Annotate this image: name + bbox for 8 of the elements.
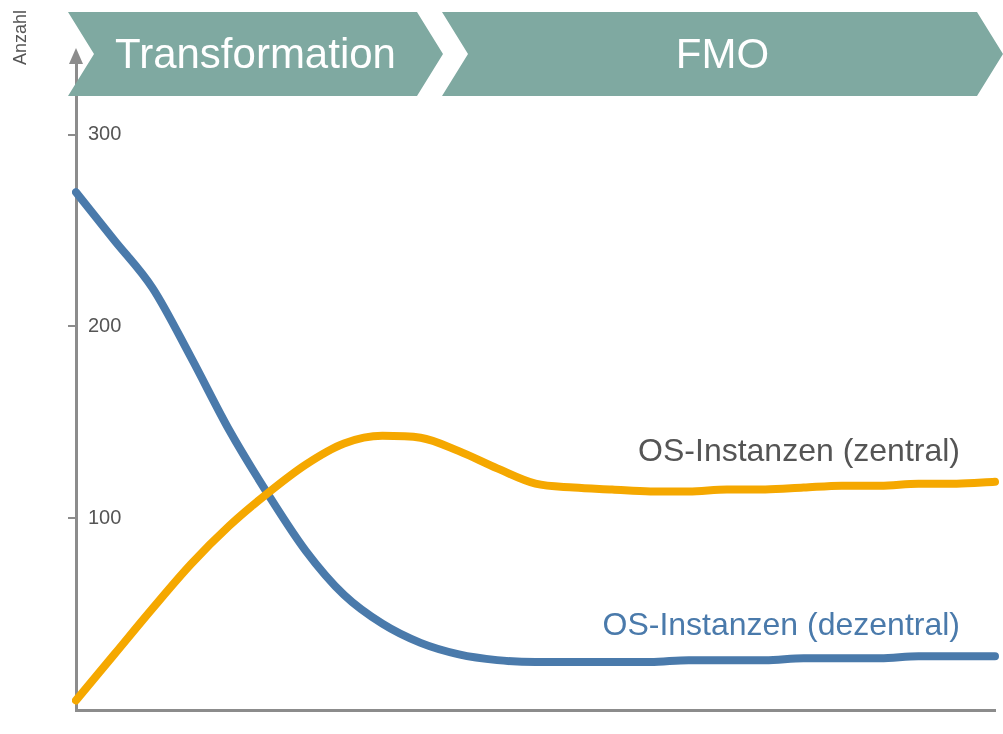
- y-tick-label: 300: [88, 122, 122, 145]
- chevron-banner: FMO: [442, 12, 1003, 96]
- y-axis-title: Anzahl: [9, 10, 30, 66]
- chevron-banner: Transformation: [68, 12, 443, 96]
- series-label: OS-Instanzen (zentral): [638, 431, 960, 468]
- y-tick-label: 100: [88, 505, 122, 528]
- series-label: OS-Instanzen (dezentral): [602, 606, 960, 643]
- y-tick-label: 200: [88, 313, 122, 336]
